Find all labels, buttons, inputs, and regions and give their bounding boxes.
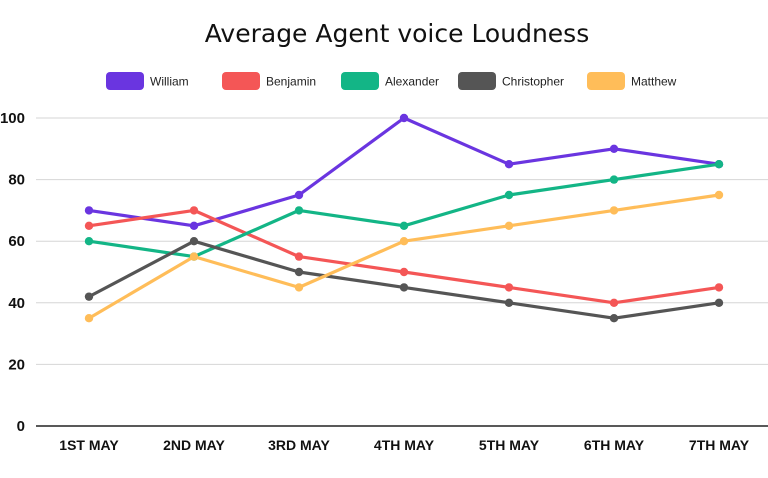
data-point[interactable] (714, 190, 724, 200)
x-tick-label: 1ST MAY (59, 437, 119, 453)
data-point[interactable] (84, 237, 94, 246)
y-axis-ticks: 0 20 40 60 80 100 (0, 110, 25, 435)
data-point[interactable] (609, 314, 619, 323)
legend-swatch (106, 72, 144, 90)
data-point[interactable] (399, 221, 409, 230)
chart-title: Average Agent voice Loudness (205, 19, 589, 48)
legend-swatch (341, 72, 379, 90)
y-tick-label: 100 (0, 110, 25, 127)
data-point[interactable] (504, 298, 514, 307)
data-point[interactable] (189, 206, 199, 215)
data-point[interactable] (189, 237, 199, 246)
legend-item-benjamin[interactable]: Benjamin (222, 72, 316, 90)
data-point[interactable] (609, 298, 619, 307)
series-christopher (84, 237, 724, 323)
x-tick-label: 2ND MAY (163, 437, 225, 453)
data-point[interactable] (399, 113, 409, 123)
series-alexander (84, 160, 724, 261)
legend-label: Alexander (385, 75, 439, 89)
legend-swatch (222, 72, 260, 90)
legend-item-matthew[interactable]: Matthew (587, 72, 677, 90)
legend-label: William (150, 75, 189, 89)
data-point[interactable] (399, 237, 409, 246)
y-tick-label: 40 (8, 295, 25, 312)
data-point[interactable] (504, 283, 514, 292)
x-tick-label: 7TH MAY (689, 437, 750, 453)
legend-item-william[interactable]: William (106, 72, 189, 90)
data-point[interactable] (714, 298, 724, 307)
data-point[interactable] (84, 314, 94, 323)
y-tick-label: 60 (8, 233, 25, 250)
data-point[interactable] (294, 190, 304, 200)
data-point[interactable] (399, 283, 409, 292)
data-point[interactable] (714, 283, 724, 292)
legend-swatch (587, 72, 625, 90)
legend-item-alexander[interactable]: Alexander (341, 72, 439, 90)
series-benjamin (84, 206, 724, 307)
data-point[interactable] (189, 221, 199, 230)
data-point[interactable] (294, 267, 304, 277)
data-point[interactable] (84, 206, 94, 215)
series-matthew (84, 190, 724, 323)
legend: William Benjamin Alexander Christopher Matth… (106, 72, 677, 90)
x-tick-label: 6TH MAY (584, 437, 645, 453)
data-point[interactable] (504, 160, 514, 169)
y-tick-label: 20 (8, 356, 25, 373)
data-point[interactable] (609, 206, 619, 215)
y-tick-label: 0 (17, 418, 25, 435)
legend-label: Matthew (631, 75, 677, 89)
y-tick-label: 80 (8, 172, 25, 189)
legend-swatch (458, 72, 496, 90)
series-group (84, 113, 724, 323)
data-point[interactable] (609, 175, 619, 184)
legend-label: Benjamin (266, 75, 316, 89)
data-point[interactable] (714, 160, 724, 169)
data-point[interactable] (294, 283, 304, 292)
data-point[interactable] (84, 221, 94, 230)
legend-label: Christopher (502, 75, 564, 89)
legend-item-christopher[interactable]: Christopher (458, 72, 564, 90)
data-point[interactable] (399, 267, 409, 277)
x-tick-label: 5TH MAY (479, 437, 540, 453)
data-point[interactable] (294, 252, 304, 261)
data-point[interactable] (504, 190, 514, 200)
data-point[interactable] (504, 221, 514, 230)
x-tick-label: 3RD MAY (268, 437, 330, 453)
series-line (87, 239, 721, 320)
data-point[interactable] (294, 206, 304, 215)
data-point[interactable] (189, 252, 199, 261)
data-point[interactable] (609, 144, 619, 153)
x-tick-label: 4TH MAY (374, 437, 435, 453)
x-axis-ticks: 1ST MAY 2ND MAY 3RD MAY 4TH MAY 5TH MAY 6TH M… (59, 437, 749, 453)
data-point[interactable] (84, 292, 94, 301)
